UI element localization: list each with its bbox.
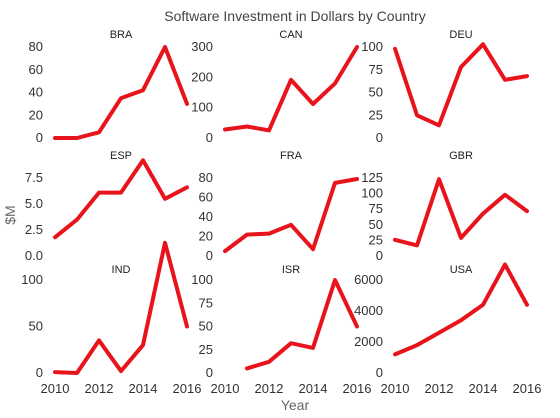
series-line-can: [223, 45, 359, 133]
series-line-fra: [223, 177, 359, 254]
y-tick-label: 25: [369, 232, 383, 247]
y-tick-label: 6000: [354, 272, 383, 287]
panel-fra: FRA 0 20 40 60 80: [199, 150, 359, 263]
x-tick-label: 2010: [381, 381, 410, 396]
series-line-isr: [245, 278, 359, 371]
series-line-ind: [53, 240, 189, 375]
y-tick-label: 100: [191, 272, 213, 287]
y-tick-label: 60: [29, 62, 43, 77]
panel-title-can: CAN: [279, 29, 302, 41]
y-tick-label: 80: [199, 170, 213, 185]
y-tick-label: 0: [206, 130, 213, 145]
panel-title-usa: USA: [450, 264, 473, 276]
y-tick-label: 0: [376, 248, 383, 263]
x-tick-label: 2010: [41, 381, 70, 396]
panel-title-deu: DEU: [449, 29, 472, 41]
panel-bra: BRA 0 20 40 60 80: [29, 29, 189, 145]
y-tick-label: 40: [29, 85, 43, 100]
panel-ind: IND 0 50 100 2010 2012 2014 2016: [21, 240, 202, 396]
x-axis-label: Year: [281, 397, 310, 413]
y-tick-label: 0: [206, 365, 213, 380]
y-tick-label: 200: [191, 69, 213, 84]
panel-can: CAN 0 100 200 300: [191, 29, 359, 145]
y-tick-label: 50: [199, 319, 213, 334]
panel-deu: DEU 0 25 50 75 100: [361, 29, 529, 145]
x-tick-label: 2014: [299, 381, 328, 396]
x-tick-label: 2014: [469, 381, 498, 396]
y-tick-label: 0: [206, 248, 213, 263]
y-tick-label: 20: [199, 229, 213, 244]
y-tick-label: 100: [191, 100, 213, 115]
y-tick-label: 100: [21, 272, 43, 287]
y-tick-label: 40: [199, 209, 213, 224]
x-tick-label: 2014: [129, 381, 158, 396]
panel-title-ind: IND: [112, 264, 131, 276]
series-line-usa: [393, 262, 529, 357]
x-tick-label: 2012: [425, 381, 454, 396]
y-tick-label: 0: [36, 130, 43, 145]
y-tick-label: 0: [376, 130, 383, 145]
panel-title-gbr: GBR: [449, 150, 473, 162]
x-tick-label: 2012: [255, 381, 284, 396]
y-tick-label: 0: [376, 365, 383, 380]
y-tick-label: 75: [369, 201, 383, 216]
y-tick-label: 75: [369, 62, 383, 77]
y-tick-label: 5.0: [25, 196, 43, 211]
y-axis-label: $M: [2, 205, 18, 224]
panel-esp: ESP 0.0 2.5 5.0 7.5: [25, 150, 189, 263]
panel-title-isr: ISR: [282, 264, 300, 276]
panel-title-fra: FRA: [280, 150, 303, 162]
y-tick-label: 4000: [354, 303, 383, 318]
y-tick-label: 50: [369, 217, 383, 232]
x-tick-label: 2016: [343, 381, 372, 396]
y-tick-label: 25: [199, 342, 213, 357]
y-tick-label: 50: [29, 319, 43, 334]
y-tick-label: 100: [361, 186, 383, 201]
panel-title-bra: BRA: [110, 29, 133, 41]
y-tick-label: 2000: [354, 334, 383, 349]
y-tick-label: 60: [199, 190, 213, 205]
panel-title-esp: ESP: [110, 150, 132, 162]
y-tick-label: 50: [369, 85, 383, 100]
panel-usa: USA 0 2000 4000 6000 2010 2012 2014 2016: [354, 262, 542, 396]
x-tick-label: 2016: [173, 381, 202, 396]
series-line-bra: [53, 45, 189, 140]
series-line-gbr: [393, 177, 529, 248]
y-tick-label: 2.5: [25, 222, 43, 237]
x-tick-label: 2012: [85, 381, 114, 396]
y-tick-label: 80: [29, 39, 43, 54]
y-tick-label: 100: [361, 39, 383, 54]
x-tick-label: 2010: [211, 381, 240, 396]
y-tick-label: 0: [36, 365, 43, 380]
series-line-deu: [393, 42, 529, 128]
y-tick-label: 20: [29, 107, 43, 122]
y-tick-label: 7.5: [25, 170, 43, 185]
y-tick-label: 125: [361, 170, 383, 185]
y-tick-label: 25: [369, 107, 383, 122]
y-tick-label: 75: [199, 295, 213, 310]
y-tick-label: 0.0: [25, 248, 43, 263]
x-tick-label: 2016: [513, 381, 542, 396]
chart-title: Software Investment in Dollars by Countr…: [164, 8, 425, 24]
panel-isr: ISR 0 25 50 75 100 2010 2012 2014 2016: [191, 264, 371, 396]
series-line-esp: [53, 158, 189, 240]
y-tick-label: 300: [191, 39, 213, 54]
